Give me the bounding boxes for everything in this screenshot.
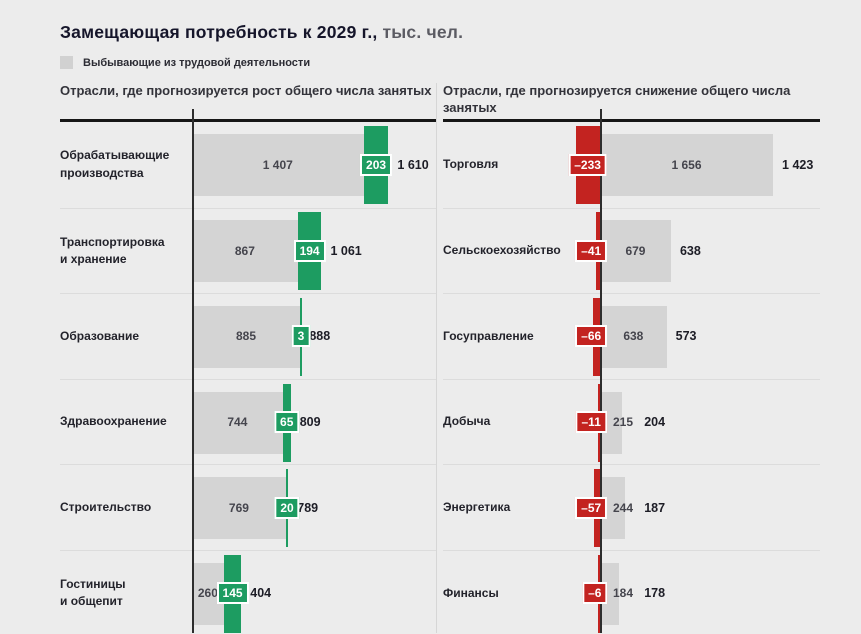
leavers-value: 1 407 xyxy=(262,157,293,172)
chart-row: Обрабатывающие производства 203 1 407 1 610 xyxy=(60,122,436,208)
row-label: Транспортировка и хранение xyxy=(60,234,165,266)
row-label: Финансы xyxy=(443,585,499,600)
leavers-value: 867 xyxy=(234,243,255,258)
panel-decline-chart: Торговля –233 1 656 1 423 Сельскоехозяйство –… xyxy=(443,109,820,634)
row-label: Гостиницы и общепит xyxy=(60,576,126,609)
delta-value-badge: –11 xyxy=(575,411,607,434)
leavers-value: 638 xyxy=(623,329,644,344)
total-value: 888 xyxy=(309,329,331,344)
chart-row: Строительство 20 769 789 xyxy=(60,464,436,550)
delta-value-badge: –57 xyxy=(575,496,608,519)
total-value: 638 xyxy=(679,243,701,258)
delta-value-badge: –41 xyxy=(575,239,608,262)
panels-container: Отрасли, где прогнозируется рост общего … xyxy=(60,83,821,633)
leavers-value: 744 xyxy=(227,415,248,430)
leavers-value: 184 xyxy=(613,586,634,601)
legend-gray-label: Выбывающие из трудовой деятельности xyxy=(83,56,311,69)
total-value: 1 061 xyxy=(330,243,362,258)
leavers-bar xyxy=(600,220,671,283)
row-label: Торговля xyxy=(443,157,499,172)
delta-value-badge: –6 xyxy=(582,582,608,605)
legend-gray-swatch-icon xyxy=(60,56,73,69)
page-title-unit: тыс. чел. xyxy=(377,22,464,42)
chart-row: Торговля –233 1 656 1 423 xyxy=(443,122,820,208)
leavers-bar xyxy=(192,305,301,368)
delta-value-badge: 65 xyxy=(274,411,300,434)
total-value: 1 423 xyxy=(782,157,814,172)
delta-value-badge: 3 xyxy=(291,325,311,348)
total-value: 573 xyxy=(675,329,697,344)
delta-value-badge: 203 xyxy=(360,153,393,176)
delta-value-badge: –233 xyxy=(568,153,607,176)
delta-value-badge: 20 xyxy=(274,496,300,519)
chart-row: Гостиницы и общепит 145 260 404 xyxy=(60,549,436,634)
row-label: Энергетика xyxy=(443,499,511,514)
row-label: Сельскоехозяйство xyxy=(443,243,561,258)
growth-axis-line xyxy=(192,109,194,633)
row-label: Добыча xyxy=(443,414,491,429)
delta-value-badge: 145 xyxy=(216,582,249,605)
delta-value-badge: –66 xyxy=(575,325,608,348)
chart-row: Добыча –11 215 204 xyxy=(443,378,820,465)
panel-growth-header: Отрасли, где прогнозируется рост общего … xyxy=(60,83,432,98)
leavers-value: 260 xyxy=(197,586,218,601)
row-label: Обрабатывающие производства xyxy=(60,148,170,180)
chart-row: Образование 3 885 888 xyxy=(60,293,436,379)
total-value: 187 xyxy=(644,500,666,515)
page-title: Замещающая потребность к 2029 г., тыс. ч… xyxy=(60,22,821,43)
chart-row: Транспортировка и хранение 194 867 1 061 xyxy=(60,207,436,294)
chart-row: Здравоохранение 65 744 809 xyxy=(60,378,436,465)
total-value: 809 xyxy=(299,415,321,430)
leavers-bar xyxy=(192,133,389,196)
total-value: 789 xyxy=(297,500,319,515)
chart-row: Госуправление –66 638 573 xyxy=(443,293,820,379)
panel-growth: Отрасли, где прогнозируется рост общего … xyxy=(60,83,437,633)
chart-row: Финансы –6 184 178 xyxy=(443,549,820,634)
row-label: Строительство xyxy=(60,499,152,514)
total-value: 1 610 xyxy=(397,157,429,172)
row-label: Госуправление xyxy=(443,328,534,343)
chart-row: Сельскоехозяйство –41 679 638 xyxy=(443,207,820,294)
leavers-value: 244 xyxy=(613,500,634,515)
row-label: Здравоохранение xyxy=(60,414,167,429)
leavers-bar xyxy=(600,305,667,368)
leavers-bar xyxy=(600,391,623,454)
leavers-value: 885 xyxy=(235,329,256,344)
delta-value-badge: 194 xyxy=(293,239,326,262)
leavers-bar xyxy=(600,133,774,196)
total-value: 204 xyxy=(644,415,666,430)
page-title-main: Замещающая потребность к 2029 г., xyxy=(60,22,378,42)
panel-growth-chart: Обрабатывающие производства 203 1 407 1 610… xyxy=(60,109,436,634)
leavers-value: 679 xyxy=(625,243,646,258)
leavers-bar xyxy=(192,477,289,540)
panel-decline: Отрасли, где прогнозируется снижение общ… xyxy=(437,83,820,633)
total-value: 404 xyxy=(250,586,272,601)
total-value: 178 xyxy=(644,586,666,601)
legend: Выбывающие из трудовой деятельности xyxy=(60,56,821,69)
panel-decline-header: Отрасли, где прогнозируется снижение общ… xyxy=(443,83,791,115)
leavers-value: 1 656 xyxy=(671,157,702,172)
leavers-value: 769 xyxy=(228,500,249,515)
leavers-value: 215 xyxy=(613,415,634,430)
row-label: Образование xyxy=(60,328,140,343)
leavers-bar xyxy=(600,562,620,625)
decline-axis-line xyxy=(600,109,602,633)
chart-row: Энергетика –57 244 187 xyxy=(443,464,820,550)
